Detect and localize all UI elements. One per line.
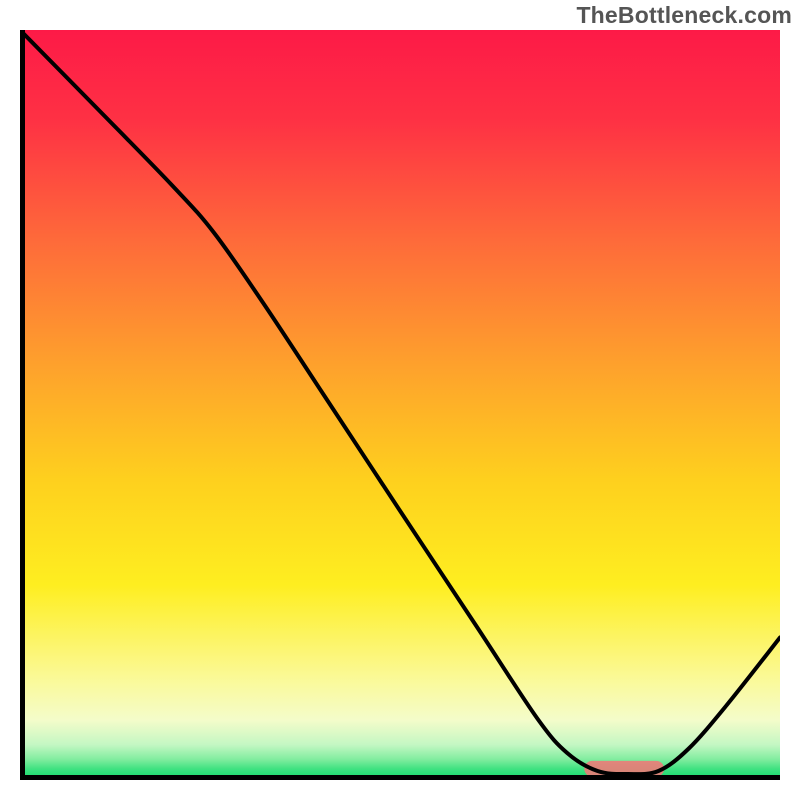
- plot-region: [20, 30, 780, 780]
- watermark-label: TheBottleneck.com: [576, 2, 792, 29]
- background-gradient: [20, 30, 780, 780]
- chart-container: TheBottleneck.com: [0, 0, 800, 800]
- bottleneck-curve-chart: [20, 30, 780, 780]
